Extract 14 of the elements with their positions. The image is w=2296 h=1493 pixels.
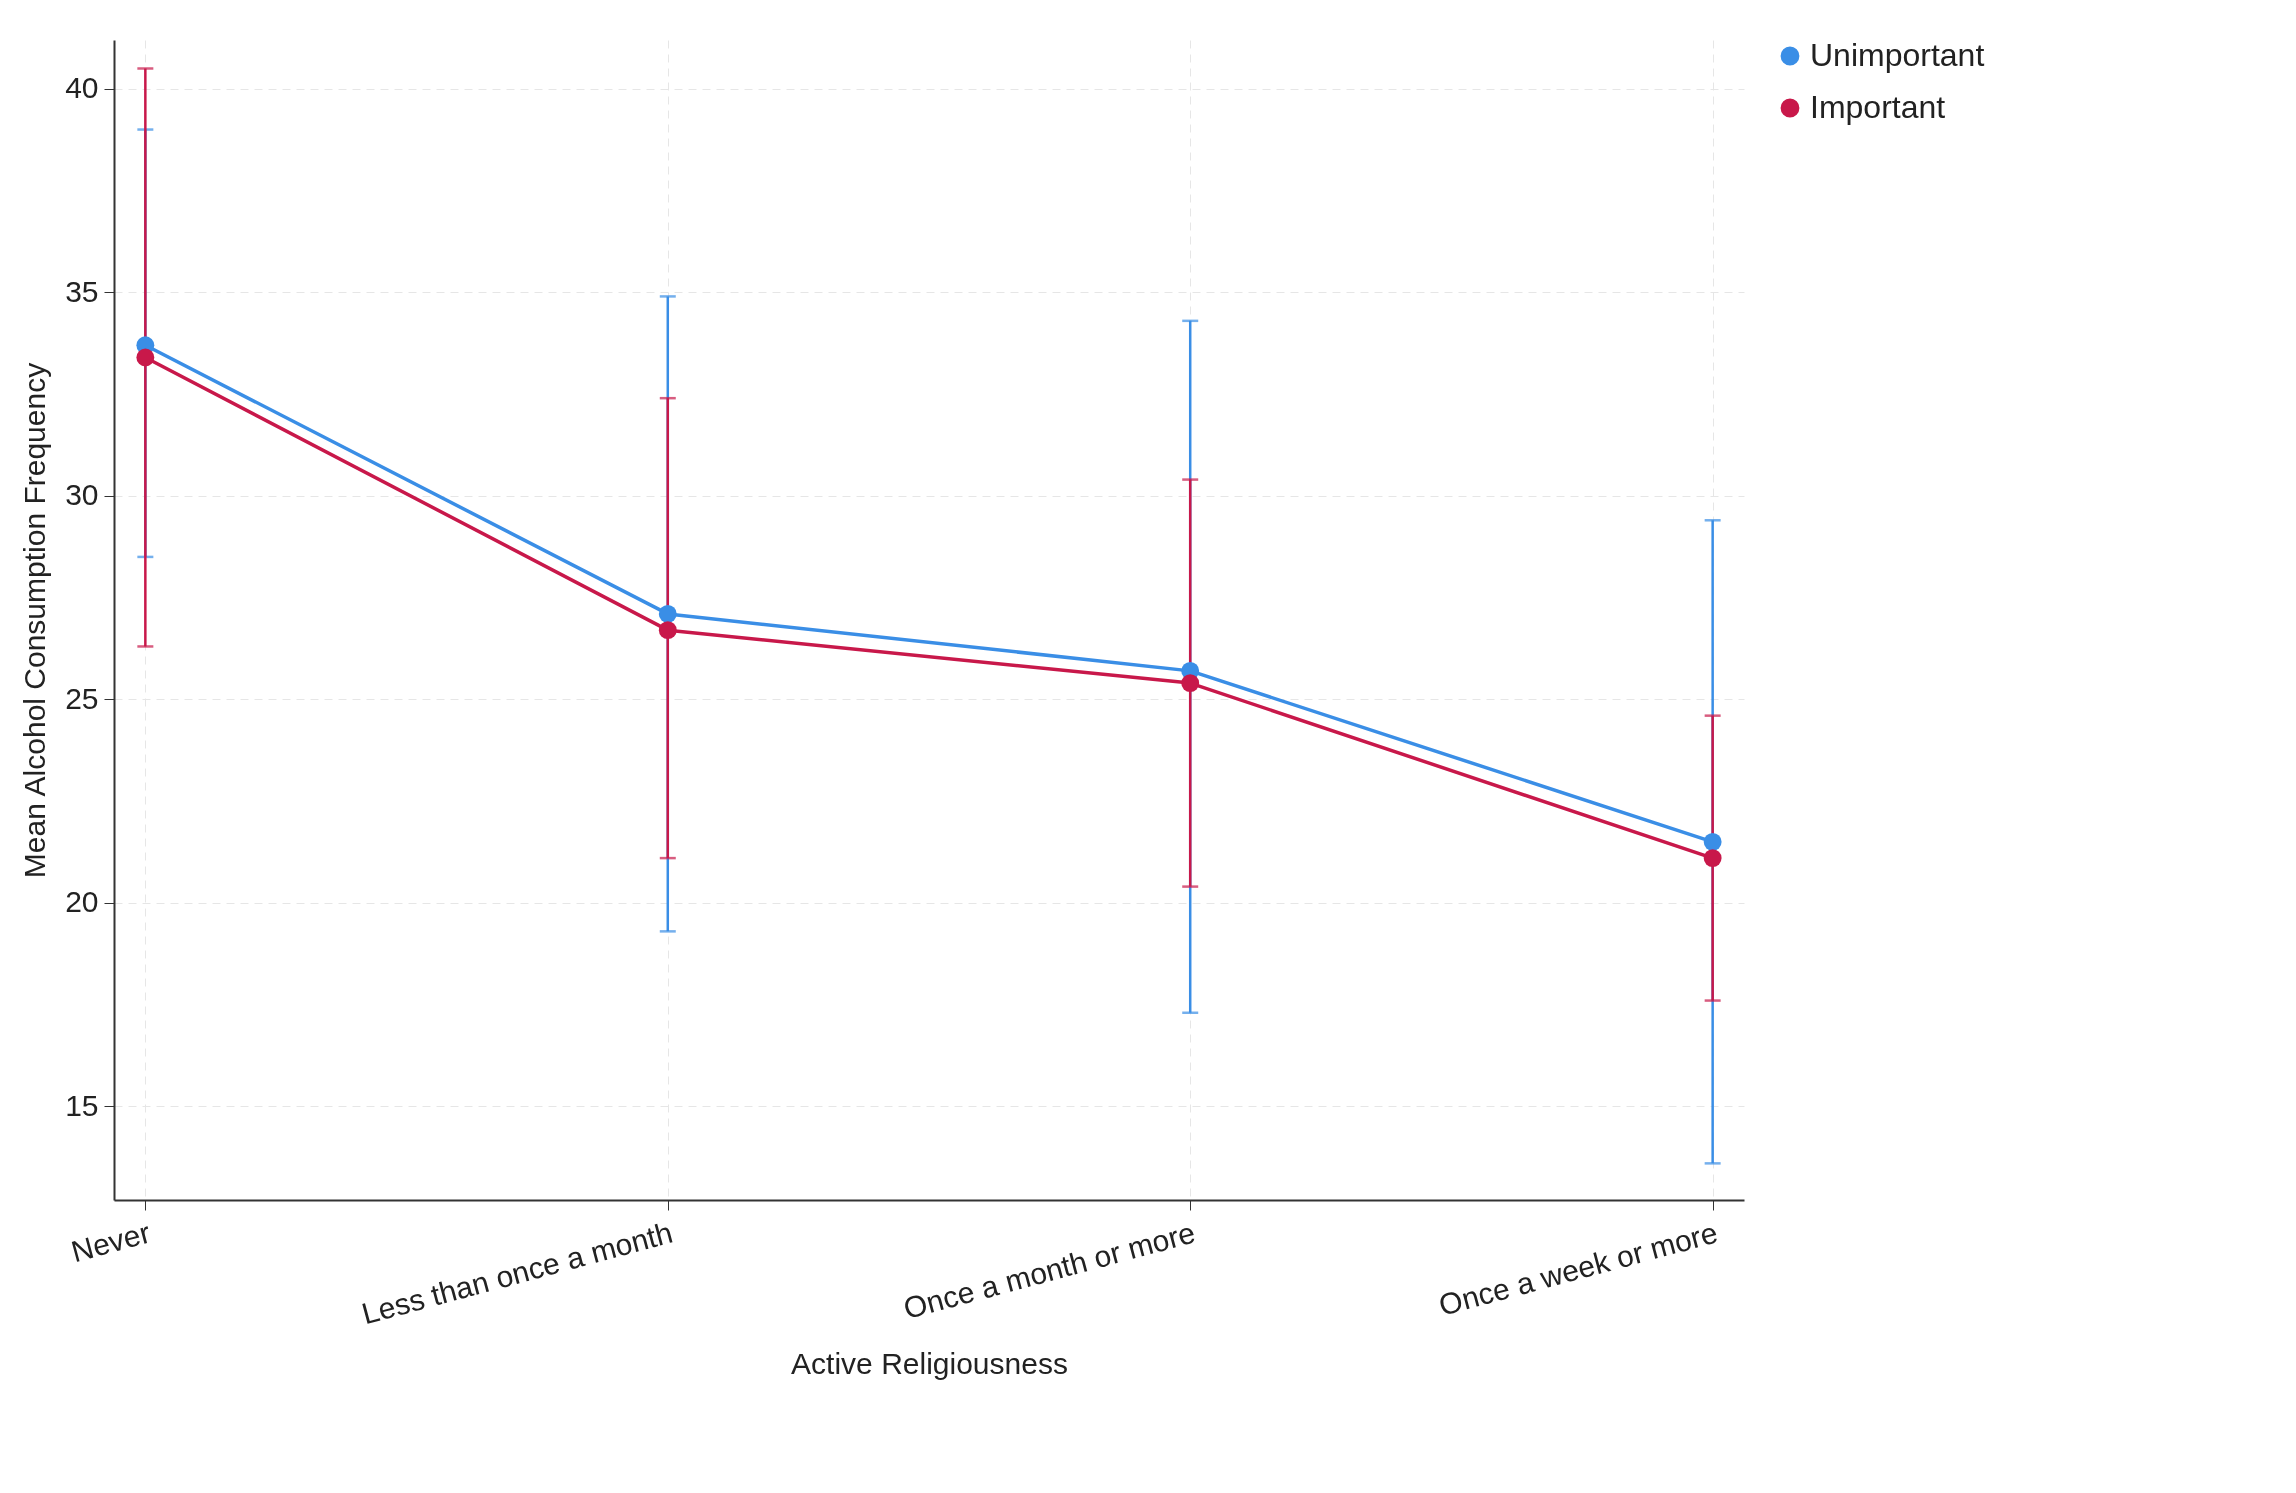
y-tick-label: 40 xyxy=(65,71,99,105)
y-axis-title: Mean Alcohol Consumption Frequency xyxy=(18,362,52,879)
y-tick-label: 35 xyxy=(65,274,99,308)
x-tick-label: Less than once a month xyxy=(358,1215,677,1331)
y-tick-label: 20 xyxy=(65,885,99,919)
legend-label: Unimportant xyxy=(1810,37,1985,73)
y-tick-label: 25 xyxy=(65,681,99,715)
x-tick-label: Once a month or more xyxy=(900,1215,1199,1326)
y-tick-label: 30 xyxy=(65,478,99,512)
x-tick-label: Once a week or more xyxy=(1435,1215,1721,1322)
x-tick-label: Never xyxy=(67,1215,154,1269)
y-tick-label: 15 xyxy=(65,1088,99,1122)
legend-label: Important xyxy=(1810,89,1946,125)
x-axis-title: Active Religiousness xyxy=(791,1347,1068,1381)
